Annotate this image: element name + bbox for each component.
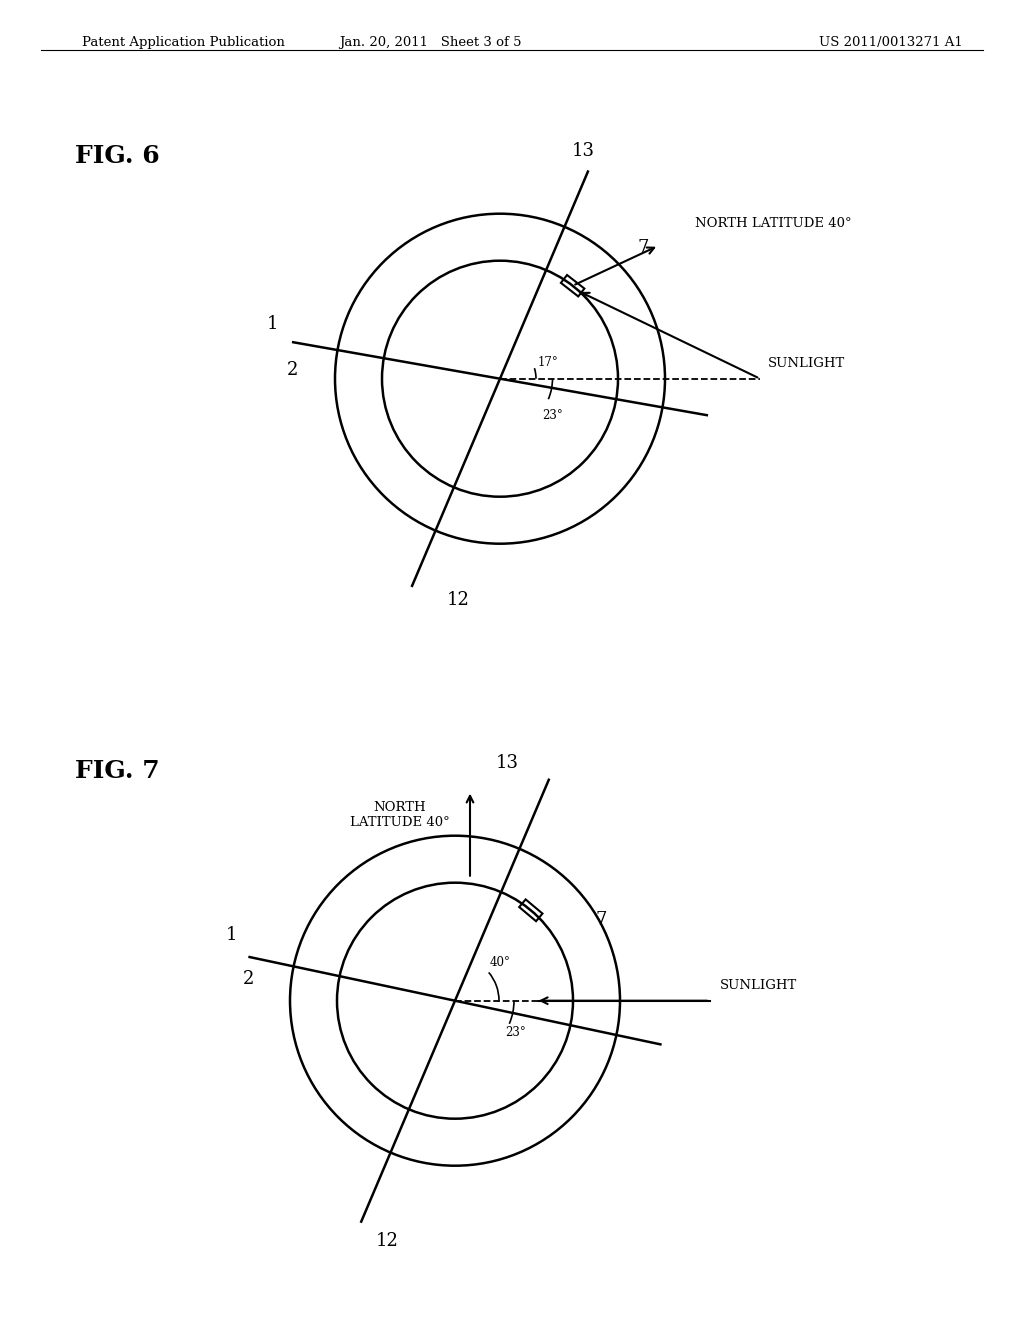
Text: NORTH
LATITUDE 40°: NORTH LATITUDE 40° <box>350 801 450 829</box>
Text: NORTH LATITUDE 40°: NORTH LATITUDE 40° <box>695 218 852 230</box>
Text: 1: 1 <box>266 315 279 333</box>
Text: FIG. 6: FIG. 6 <box>75 144 160 168</box>
Text: 12: 12 <box>447 591 470 609</box>
Text: 23°: 23° <box>505 1026 525 1039</box>
Text: 13: 13 <box>571 141 594 160</box>
Text: 2: 2 <box>287 362 298 379</box>
Text: US 2011/0013271 A1: US 2011/0013271 A1 <box>819 36 963 49</box>
Text: FIG. 7: FIG. 7 <box>75 759 160 783</box>
Text: 12: 12 <box>376 1232 399 1250</box>
Text: 23°: 23° <box>542 409 563 421</box>
Text: 40°: 40° <box>490 956 511 969</box>
Text: 7: 7 <box>596 911 607 929</box>
Text: Jan. 20, 2011   Sheet 3 of 5: Jan. 20, 2011 Sheet 3 of 5 <box>339 36 521 49</box>
Text: SUNLIGHT: SUNLIGHT <box>768 358 845 370</box>
Text: SUNLIGHT: SUNLIGHT <box>720 979 798 993</box>
Text: 13: 13 <box>496 754 519 772</box>
Text: 2: 2 <box>244 970 255 989</box>
Text: 7: 7 <box>638 239 649 256</box>
Text: 1: 1 <box>226 927 238 944</box>
Text: 17°: 17° <box>538 355 559 368</box>
Text: Patent Application Publication: Patent Application Publication <box>82 36 285 49</box>
